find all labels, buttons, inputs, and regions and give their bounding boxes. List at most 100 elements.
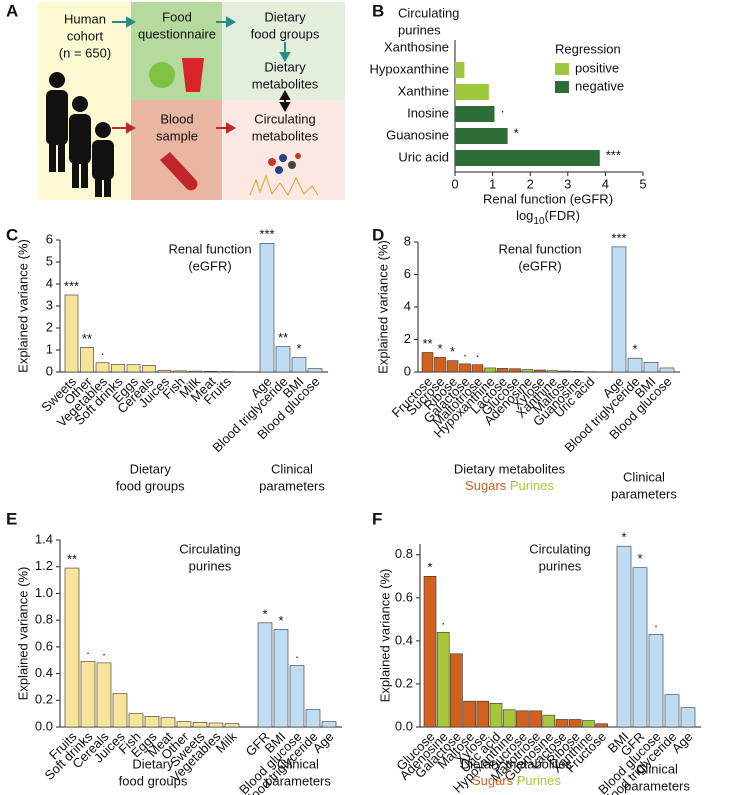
bar	[112, 693, 128, 728]
bar	[455, 62, 465, 78]
bar	[521, 369, 534, 373]
bar	[446, 360, 459, 373]
y-tick-label: Uric acid	[398, 149, 449, 164]
y-tick-label: 0.6	[35, 638, 53, 653]
x-axis-label: Renal function (eGFR)	[483, 191, 613, 206]
bar	[95, 362, 110, 373]
x-tick-label: Milk	[213, 729, 240, 756]
y-axis-label: Explained variance (%)	[15, 239, 30, 373]
significance: ***	[606, 147, 621, 162]
bar	[455, 128, 508, 144]
label: Human	[64, 11, 106, 26]
legend-label: positive	[575, 60, 619, 75]
label: questionnaire	[138, 26, 216, 41]
bar	[496, 368, 509, 373]
teal-arrows	[112, 16, 291, 63]
bar	[459, 363, 471, 373]
panel-a: A Human cohort (n = 650) Food questionna…	[6, 1, 345, 200]
bar	[423, 575, 437, 728]
x-tick-label: 2	[527, 176, 534, 191]
y-tick-label: 3	[46, 297, 53, 312]
y-tick-label: 1.2	[35, 558, 53, 573]
bar	[559, 370, 571, 373]
group-label: Dietary metabolites	[461, 756, 573, 771]
x-tick-label: 1	[489, 176, 496, 191]
legend-swatch	[555, 81, 569, 93]
y-tick-label: 4	[46, 275, 53, 290]
bar	[436, 631, 450, 728]
label: metabolites	[252, 76, 319, 91]
bar	[96, 662, 112, 728]
significance: ·	[102, 646, 106, 661]
bar	[204, 371, 218, 373]
y-tick-label: 0	[404, 363, 411, 378]
label: food groups	[251, 26, 320, 41]
legend-label: Purines	[510, 478, 555, 493]
tube-icon	[160, 152, 198, 191]
bar	[192, 722, 208, 728]
bar	[224, 723, 240, 728]
bar	[157, 369, 172, 373]
red-arrows	[112, 122, 237, 134]
group-label: food groups	[119, 773, 188, 788]
significance: ·	[463, 347, 467, 362]
significance: *	[278, 613, 283, 628]
y-tick-label: 0.8	[35, 612, 53, 627]
chart-title: (eGFR)	[518, 258, 561, 273]
significance: ***	[611, 230, 626, 245]
bar	[160, 717, 176, 728]
bar	[455, 106, 495, 122]
x-axis-label-part: 10	[533, 216, 545, 227]
bar	[173, 370, 187, 373]
bar	[321, 721, 337, 728]
significance: ***	[259, 227, 274, 242]
panel-label: A	[6, 1, 18, 20]
significance: *	[262, 606, 267, 621]
legend-label: Purines	[517, 773, 562, 788]
label: Dietary	[264, 59, 306, 74]
spectrum-icon	[249, 174, 319, 197]
people-icon	[46, 72, 114, 197]
bar	[128, 713, 144, 728]
significance: ·	[295, 649, 299, 664]
panel-label: B	[372, 1, 384, 20]
group-label: parameters	[259, 478, 325, 493]
y-tick-label: 0.6	[395, 589, 413, 604]
label: Food	[162, 9, 192, 24]
y-tick-label: Hypoxanthine	[370, 61, 450, 76]
y-tick-label: 1.4	[35, 531, 53, 546]
label: (n = 650)	[59, 45, 111, 60]
y-tick-label: 0	[46, 363, 53, 378]
y-tick-label: 6	[46, 231, 53, 246]
bar	[80, 661, 96, 728]
y-tick-label: Xanthine	[398, 83, 449, 98]
bar	[208, 722, 224, 728]
bar	[643, 361, 659, 373]
chart-title: Renal function	[168, 241, 251, 256]
panel-label: C	[6, 225, 18, 244]
chart-title: purines	[189, 558, 232, 573]
label: Blood	[160, 111, 193, 126]
bar	[659, 367, 675, 373]
bar	[595, 723, 608, 728]
bar	[571, 371, 584, 373]
bar	[516, 710, 529, 728]
bar	[616, 545, 632, 728]
significance: **	[82, 331, 92, 346]
y-tick-label: 0.4	[35, 665, 53, 680]
y-tick-label: 2	[46, 319, 53, 334]
bar	[291, 357, 307, 373]
significance: ·	[441, 616, 445, 631]
chart-title: Renal function	[498, 241, 581, 256]
bar	[176, 721, 192, 728]
chart-title: (eGFR)	[188, 258, 231, 273]
bar	[484, 367, 496, 373]
x-tick-label: 3	[564, 176, 571, 191]
bar	[627, 357, 643, 373]
circulating-box	[222, 100, 345, 200]
group-label: food groups	[116, 478, 185, 493]
group-label: Dietary	[130, 461, 172, 476]
cup-icon	[182, 58, 204, 92]
significance: *	[621, 530, 626, 545]
panel-label: D	[372, 225, 384, 244]
